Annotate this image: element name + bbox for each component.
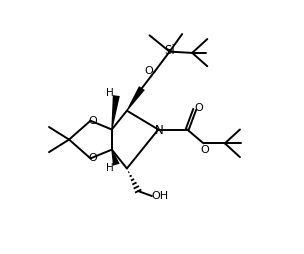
Text: O: O <box>88 153 97 163</box>
Polygon shape <box>111 149 120 166</box>
Text: O: O <box>88 116 97 126</box>
Text: O: O <box>200 145 209 155</box>
Polygon shape <box>111 95 120 130</box>
Text: H: H <box>106 88 114 98</box>
Text: OH: OH <box>151 191 168 201</box>
Polygon shape <box>126 86 145 111</box>
Text: N: N <box>154 123 163 136</box>
Text: O: O <box>145 66 153 76</box>
Text: H: H <box>106 163 114 173</box>
Text: O: O <box>195 103 203 113</box>
Text: Si: Si <box>165 44 175 57</box>
